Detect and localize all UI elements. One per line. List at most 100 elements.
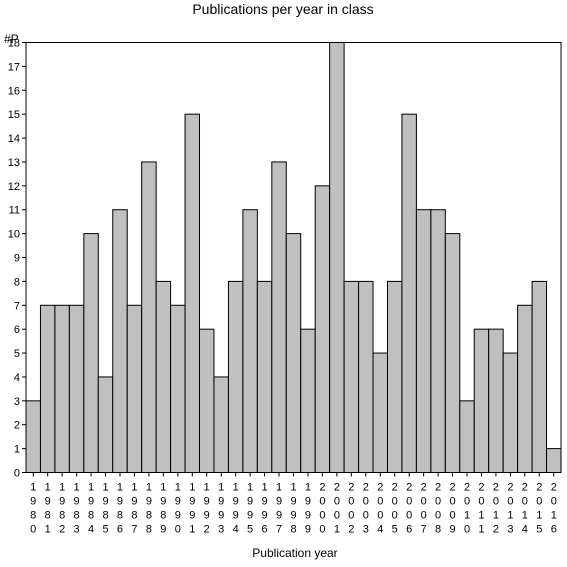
y-tick-label: 9 — [14, 253, 20, 265]
y-tick-label: 11 — [9, 205, 20, 217]
bar-1987 — [126, 304, 143, 473]
bar-2014 — [517, 304, 533, 473]
bar-1985 — [97, 376, 114, 474]
y-axis-label: #P — [4, 32, 19, 46]
bar-2013 — [502, 352, 519, 473]
bar-1998 — [285, 233, 302, 473]
bar-1997 — [271, 161, 287, 473]
y-tick-label: 0 — [14, 468, 20, 480]
bar-2002 — [343, 280, 360, 473]
bar-2007 — [415, 209, 432, 473]
y-tick-label: 16 — [8, 85, 20, 97]
bar-1993 — [213, 376, 229, 474]
y-tick-label: 3 — [14, 396, 20, 408]
bar-2016 — [546, 448, 562, 474]
y-tick-label: 10 — [8, 229, 20, 241]
bar-2004 — [372, 352, 388, 473]
y-tick-label: 13 — [8, 157, 20, 169]
bar-1980 — [25, 400, 41, 474]
y-tick-label: 8 — [14, 276, 20, 288]
bar-1986 — [112, 209, 128, 473]
x-axis: 1 9 8 0 1 9 8 1 1 9 8 2 1 9 8 3 1 9 8 4 1 9 8 5 1 9 8 6 1 9 8 7 1 9 8 8 1 9 8 9… — [30, 472, 557, 536]
bar-1990 — [170, 304, 186, 473]
y-tick-label: 4 — [14, 372, 20, 384]
bar-2000 — [314, 185, 331, 473]
bar-2005 — [386, 280, 403, 473]
bar-1984 — [83, 233, 99, 473]
chart-title: Publications per year in class — [192, 1, 373, 17]
y-tick-label: 6 — [14, 324, 20, 336]
bar-2012 — [488, 328, 504, 473]
bar-1996 — [256, 280, 273, 473]
bar-1995 — [242, 209, 258, 473]
bar-1994 — [227, 280, 244, 473]
y-tick-label: 12 — [8, 181, 20, 193]
bar-1991 — [184, 113, 201, 474]
bar-1988 — [141, 161, 157, 473]
plot-frame — [25, 42, 562, 473]
bar-1989 — [155, 280, 172, 473]
bar-2003 — [358, 280, 374, 473]
bar-2001 — [329, 42, 345, 473]
y-tick-label: 1 — [14, 444, 20, 456]
bar-2011 — [473, 328, 490, 473]
bar-1999 — [300, 328, 316, 473]
y-tick-label: 5 — [14, 348, 20, 360]
bar-2009 — [444, 233, 461, 473]
y-tick-label: 2 — [14, 420, 20, 432]
bar-2008 — [430, 209, 446, 473]
bar-1983 — [68, 304, 85, 473]
bar-2015 — [531, 280, 548, 473]
bars — [25, 42, 562, 474]
y-tick-label: 17 — [8, 61, 20, 73]
y-tick-label: 15 — [8, 109, 20, 121]
x-axis-label: Publication year — [252, 546, 337, 560]
bar-1981 — [39, 304, 56, 473]
bar-2006 — [401, 113, 417, 474]
bar-2010 — [459, 400, 475, 474]
y-tick-label: 14 — [8, 133, 20, 145]
bar-1992 — [199, 328, 215, 473]
bar-1982 — [54, 304, 70, 473]
y-tick-label: 7 — [14, 300, 20, 312]
